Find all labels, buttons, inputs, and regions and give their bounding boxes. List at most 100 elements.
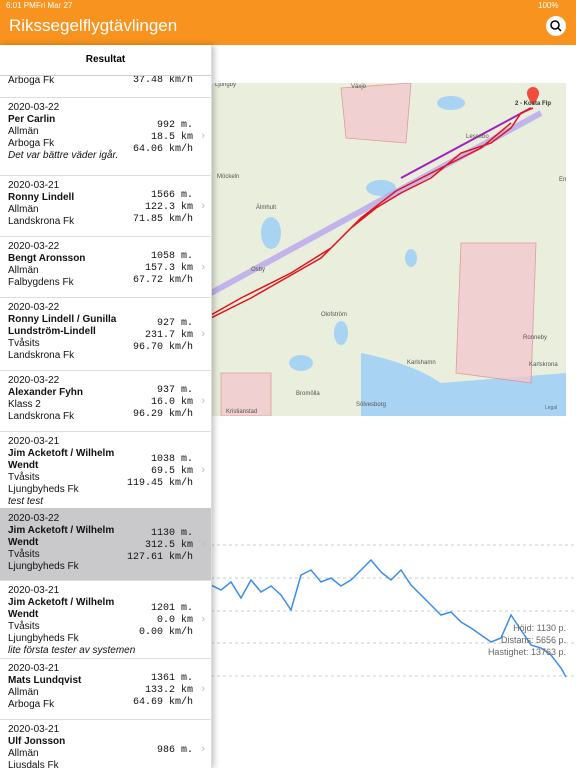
search-button[interactable] <box>546 16 566 36</box>
pilot: Ronny Lindell / Gunilla Lundström-Lindel… <box>8 314 117 337</box>
score-label: Höjd: 1130 p. <box>513 623 566 633</box>
stat: 1361 m. <box>150 672 193 684</box>
date: 2020-03-22 <box>8 302 60 313</box>
place-label: Kristianstad <box>226 409 257 415</box>
stat: 133.2 km <box>144 684 193 696</box>
marker-label: 2 - Kosta Flp <box>515 101 551 107</box>
stat: 937 m. <box>156 384 193 396</box>
class: Klass 2 <box>8 399 41 410</box>
place-label: Ronneby <box>523 335 547 341</box>
score-label: Distans: 5656 p. <box>500 635 566 645</box>
result-row[interactable]: 2020-03-21 Jim Acketoft / Wilhelm Wendt Tv… <box>0 431 211 509</box>
class: Tvåsits <box>8 338 40 349</box>
result-row[interactable]: 2020-03-22 Ronny Lindell / Gunilla Lundst… <box>0 297 211 371</box>
date: Fri Mar 27 <box>36 1 73 10</box>
stat: 231.7 km <box>144 329 193 341</box>
stat: 1566 m. <box>150 189 193 201</box>
pilot: Mats Lundqvist <box>8 675 82 686</box>
club: Arboga Fk <box>8 75 55 86</box>
date: 2020-03-21 <box>8 724 60 735</box>
stat: 96.29 km/h <box>132 408 193 420</box>
date: 2020-03-22 <box>8 513 60 524</box>
place-label: Bromölla <box>296 391 320 397</box>
stat: 71.85 km/h <box>132 213 193 225</box>
club: Ljusdals Fk <box>8 760 59 768</box>
stat: 122.3 km <box>144 201 193 213</box>
class: Allmän <box>8 748 39 759</box>
sidebar-header: Resultat <box>0 45 211 76</box>
stat: 0.0 km <box>156 615 193 626</box>
place-label: Älmhult <box>256 204 276 211</box>
stat: 67.72 km/h <box>132 274 193 286</box>
club: Ljungbyheds Fk <box>8 561 79 572</box>
stat: 69.5 km <box>150 465 193 477</box>
stat: 37.48 km/h <box>132 75 193 86</box>
stat: 18.5 km <box>150 132 193 143</box>
result-row[interactable]: 2020-03-21 Mats Lundqvist Allmän Arboga Fk 1… <box>0 658 211 720</box>
class: Allmän <box>8 204 39 215</box>
date: 2020-03-21 <box>8 180 60 191</box>
club: Ljungbyheds Fk <box>8 633 79 644</box>
map[interactable]: Växjö Ljungby Lessebo Möckeln Älmhult Osby Olo… <box>211 83 566 416</box>
date: 2020-03-21 <box>8 663 60 674</box>
club: Landskrona Fk <box>8 411 75 422</box>
result-row[interactable]: 2020-03-21 Ulf Jonsson Allmän Ljusdals Fk 98… <box>0 719 211 768</box>
battery: 100% <box>538 1 559 10</box>
place-label: Sölvesborg <box>356 402 386 408</box>
stat: 1130 m. <box>150 528 193 539</box>
chart-labels: Höjd: 1130 p. Distans: 5656 p. Hastighet: … <box>211 520 576 690</box>
place-label: Osby <box>251 267 265 273</box>
pilot: Ronny Lindell <box>8 192 75 203</box>
stat: 64.69 km/h <box>132 696 193 708</box>
stat: 127.61 km/h <box>126 552 193 563</box>
club: Ljungbyheds Fk <box>8 484 79 495</box>
stat: 992 m. <box>156 120 193 131</box>
pilot: Jim Acketoft / Wilhelm Wendt <box>8 525 115 548</box>
place-label: Karlshamn <box>407 360 436 366</box>
place-label: Emm <box>559 177 566 183</box>
legal: Legal <box>545 405 557 411</box>
class: Allmän <box>8 265 39 276</box>
search-icon <box>550 20 562 32</box>
stat: 1201 m. <box>150 603 193 614</box>
chevron: › <box>201 682 205 695</box>
stat: 1038 m. <box>150 453 193 465</box>
date: 2020-03-22 <box>8 241 60 252</box>
place-label: Växjö <box>351 84 367 90</box>
chevron: › <box>201 327 205 340</box>
place-label: Karlskrona <box>529 362 558 368</box>
comment: test test <box>8 496 44 507</box>
class: Tvåsits <box>8 549 40 560</box>
result-row[interactable]: 2020-03-22 Bengt Aronsson Allmän Falbygdens… <box>0 236 211 298</box>
club: Arboga Fk <box>8 699 55 710</box>
stat: 119.45 km/h <box>126 477 193 489</box>
result-row[interactable]: 2020-03-22 Per Carlin Allmän Arboga Fk Det v… <box>0 97 211 176</box>
pilot: Jim Acketoft / Wilhelm Wendt <box>8 448 115 471</box>
club: Landskrona Fk <box>8 216 75 227</box>
result-row[interactable]: 2020-03-22 Jim Acketoft / Wilhelm Wendt Tv… <box>0 508 211 581</box>
place-label: Möckeln <box>217 174 239 180</box>
date: 2020-03-21 <box>8 585 60 596</box>
pilot: Jim Acketoft / Wilhelm Wendt <box>8 597 115 620</box>
result-row[interactable]: 2020-03-21 Jim Acketoft / Wilhelm Wendt Tv… <box>0 580 211 659</box>
stat: 312.5 km <box>144 540 193 551</box>
result-row[interactable]: 2020-03-21 Ronny Lindell Allmän Landskrona … <box>0 175 211 237</box>
chevron: › <box>201 394 205 407</box>
date: 2020-03-22 <box>8 375 60 386</box>
stat: 1058 m. <box>150 250 193 262</box>
date: 2020-03-22 <box>8 102 60 113</box>
result-row[interactable]: 2020-03-22 Alexander Fyhn Klass 2 Landskron… <box>0 370 211 432</box>
club: Falbygdens Fk <box>8 277 74 288</box>
chevron: › <box>201 199 205 212</box>
chevron: › <box>201 743 205 755</box>
class: Allmän <box>8 126 39 137</box>
place-label: Ljungby <box>215 83 236 88</box>
chevron: › <box>201 463 205 476</box>
pilot: Alexander Fyhn <box>8 387 84 398</box>
stat: 16.0 km <box>150 396 193 408</box>
stat: 64.06 km/h <box>132 144 193 155</box>
result-row[interactable]: Arboga Fk 37.48 km/h <box>0 45 211 98</box>
comment: lite första tester av systemen <box>8 645 136 656</box>
chart: Höjd: 1130 p. Distans: 5656 p. Hastighet: … <box>211 520 576 690</box>
